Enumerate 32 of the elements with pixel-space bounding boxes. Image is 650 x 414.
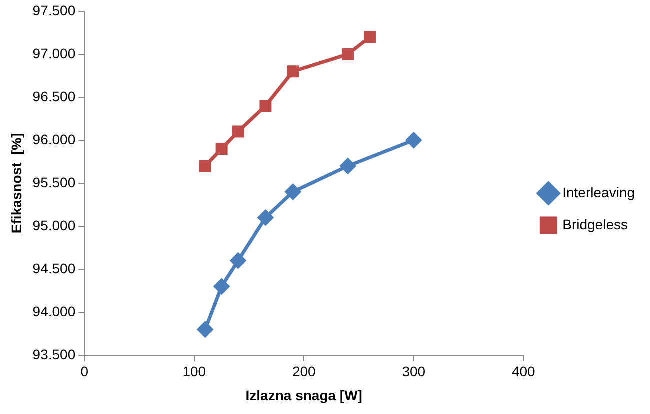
point [406, 132, 422, 148]
point [216, 143, 228, 155]
point [214, 278, 230, 294]
y-tick-label: 96.500 [32, 88, 76, 104]
point [340, 158, 356, 174]
y-tick-label: 93.500 [32, 346, 76, 362]
point [199, 160, 212, 172]
y-tick-label: 97.000 [32, 45, 76, 62]
y-axis-title: Efikasnost [%] [8, 133, 24, 234]
y-tick-label: 95.500 [32, 174, 76, 190]
legend-label: Interleaving [562, 184, 636, 200]
y-tick-label: 94.000 [32, 303, 76, 320]
point [260, 100, 272, 112]
point [342, 48, 354, 60]
y-tick-label: 94.500 [32, 260, 76, 276]
x-tick-label: 100 [182, 364, 206, 380]
y-tick-label: 95.000 [32, 217, 76, 234]
point [287, 66, 300, 78]
point [198, 322, 214, 338]
point [230, 253, 246, 269]
x-tick-label: 300 [402, 364, 426, 380]
x-axis-title: Izlazna snaga [W] [246, 387, 362, 404]
x-tick-label: 200 [292, 364, 316, 380]
point [232, 126, 244, 138]
point [364, 31, 376, 44]
y-tick-label: 97.500 [32, 2, 76, 18]
x-tick-label: 400 [512, 364, 536, 380]
x-tick-label: 0 [80, 364, 89, 380]
y-tick-label: 96.000 [32, 131, 76, 148]
point [285, 184, 301, 200]
point [258, 210, 274, 226]
legend-label: Bridgeless [562, 216, 628, 232]
